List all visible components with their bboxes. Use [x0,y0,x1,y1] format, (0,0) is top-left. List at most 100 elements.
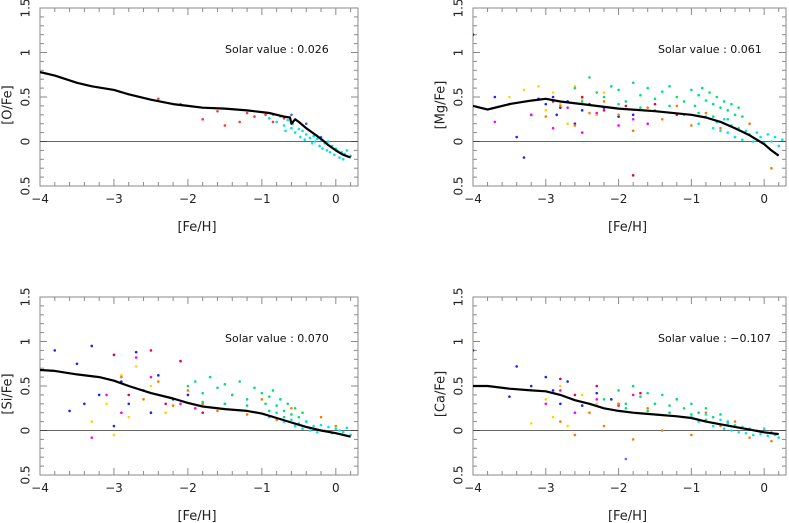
scatter-point [559,420,562,423]
scatter-point [271,389,275,392]
data-area [473,33,786,177]
scatter-point [580,131,584,134]
scatter-point [245,404,249,407]
scatter-point [299,135,302,139]
scatter-point [639,391,642,395]
scatter-point [559,402,562,406]
scatter-point [733,113,737,117]
scatter-point [741,138,744,142]
scatter-point [617,115,620,118]
scatter-point [573,433,577,437]
scatter-point [245,111,249,115]
scatter-point [551,91,555,94]
scatter-point [631,174,635,177]
y-tick-label: 1 [19,49,33,57]
scatter-point [149,349,153,352]
scatter-point [631,384,635,388]
scatter-point [253,115,256,118]
scatter-point [186,393,190,397]
scatter-point [334,424,338,428]
scatter-point [690,402,693,406]
scatter-point [142,398,145,401]
scatter-point [700,86,704,90]
scatter-point [773,135,777,139]
scatter-point [267,117,271,120]
x-tick-label: −4 [464,192,482,206]
scatter-point [580,100,584,103]
scatter-point [216,409,219,413]
scatter-point [245,413,249,416]
scatter-point [238,120,241,124]
scatter-point [617,88,620,92]
scatter-point [777,436,781,439]
scatter-point [264,113,267,117]
scatter-point [112,433,116,437]
scatter-point [668,104,671,108]
y-tick-label: 0 [452,138,466,146]
scatter-point [319,423,323,427]
scatter-point [515,135,518,139]
scatter-point [308,136,312,140]
scatter-point [157,374,160,377]
scatter-point [610,398,613,401]
scatter-point [631,81,635,85]
plot-frame [39,7,359,187]
x-tick-label: −3 [537,481,555,495]
scatter-point [675,398,679,401]
y-tick-label: 1.5 [452,0,466,18]
scatter-point [566,106,569,109]
scatter-point [223,382,227,386]
scatter-point [573,122,577,125]
scatter-point [726,422,730,425]
scatter-point [722,117,726,121]
scatter-point [275,411,278,415]
plot-frame [472,7,787,187]
scatter-point [194,380,197,383]
scatter-point [653,102,657,106]
scatter-point [595,91,599,94]
scatter-point [733,135,737,139]
scatter-point [646,122,649,125]
panel-mg-fe: −4 −3 −2 −1 0 1.5 1 0.5 0 0.5 [Fe/H] [Mg/Fe] Solar v… [434,0,787,235]
scatter-point [744,431,748,435]
y-tick-label: 0.5 [452,465,466,484]
model-curve [473,97,780,157]
scatter-point [675,104,679,108]
y-tick-label: 0.5 [19,176,33,195]
scatter-point [275,404,278,407]
scatter-point [653,97,657,101]
scatter-point [704,111,708,115]
scatter-point [157,97,160,101]
scatter-point [551,389,555,392]
scatter-point [149,411,153,415]
scatter-point [537,85,540,88]
scatter-point [566,122,569,125]
scatter-point [112,424,116,428]
scatter-point [216,109,219,113]
scatter-point [697,122,700,125]
scatter-point [730,429,733,432]
scatter-point [624,100,628,103]
scatter-point [253,386,256,390]
scatter-point [697,93,700,97]
scatter-point [719,418,722,422]
scatter-point [134,350,138,354]
x-tick-label: −1 [253,192,271,206]
panel-si-fe: −4 −3 −2 −1 0 1.5 1 0.5 0 0.5 [Fe/H] [Si/Fe] Solar v… [1,287,359,523]
scatter-point [704,99,708,102]
scatter-point [566,424,569,428]
scatter-point [751,433,755,437]
scatter-point [755,131,759,134]
scatter-point [544,402,548,406]
y-tick-label: 1 [19,338,33,346]
x-tick-label: 0 [332,481,340,495]
scatter-point [127,402,131,406]
scatter-point [264,402,267,406]
scatter-point [544,109,548,112]
scatter-point [559,104,562,108]
scatter-point [275,120,278,124]
scatter-point [595,402,599,406]
scatter-point [286,118,290,122]
scatter-point [719,413,722,416]
scatter-point [631,438,635,441]
